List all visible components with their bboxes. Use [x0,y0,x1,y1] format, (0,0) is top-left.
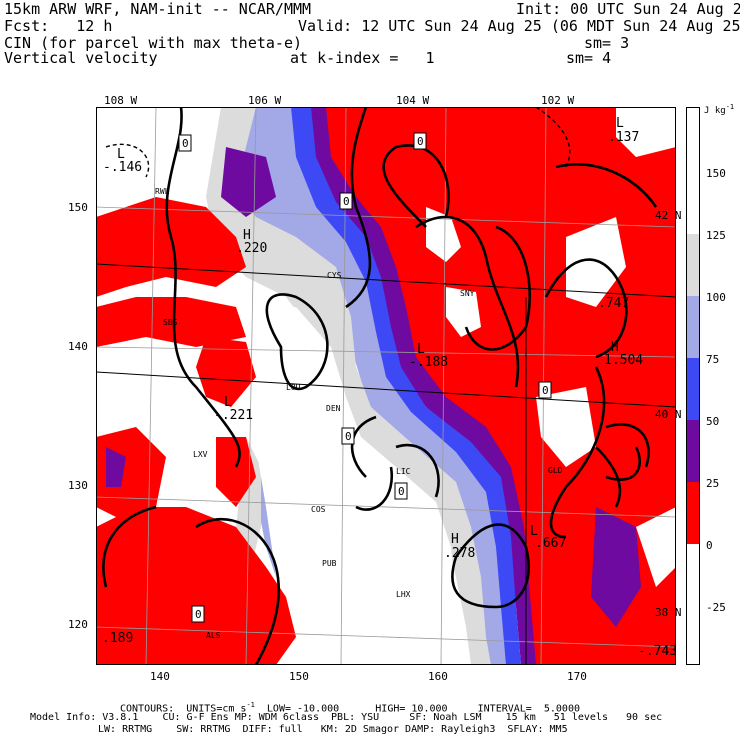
extremum-value: .220 [236,241,268,256]
cin-band-white [426,207,461,262]
cin-band-purple [591,507,641,627]
colorbar-tick: 25 [706,477,720,490]
colorbar-tick: 75 [706,353,720,366]
lon-label: 106 W [248,94,282,107]
colorbar-tick: 50 [706,415,720,428]
lat-label: 40 N [655,408,682,421]
station-label: LOU [286,383,301,392]
extremum-value: 1.504 [604,353,644,368]
valid-time: Valid: 12 UTC Sun 24 Aug 25 (06 MDT Sun … [298,17,740,35]
station-label: ALS [206,631,221,640]
cin-band-purple [221,147,276,217]
extremum-value: .747 [598,296,630,311]
extremum-value: -.146 [103,160,143,175]
cin-band-red [96,197,246,297]
y-tick-label: 130 [68,479,88,492]
forecast-hour: Fcst: 12 h [4,17,113,35]
extremum-type: H [243,228,251,243]
model-info-line1: Model Info: V3.8.1 CU: G-F Ens MP: WDM 6… [30,712,663,723]
x-tick-label: 160 [428,670,448,683]
extremum-type: L [530,524,538,539]
cin-colorbar [686,107,700,665]
station-label: LIC [396,467,411,476]
title-model: 15km ARW WRF, NAM-init -- NCAR/MMM [4,0,312,18]
lon-label: 108 W [104,94,138,107]
contour-zero-markers [178,132,552,623]
colorbar-tick: 150 [706,167,726,180]
vv-smoothing: sm= 4 [566,49,612,67]
y-tick-label: 150 [68,201,88,214]
station-label: SNY [460,289,475,298]
lon-label: 102 W [541,94,575,107]
station-label: DEN [326,404,341,413]
k-index-label: at k-index = 1 [290,49,435,67]
y-tick-label: 120 [68,618,88,631]
cin-band-purple [296,107,536,665]
extremum-type: L [117,147,125,162]
station-label: GLD [548,466,563,475]
extremum-type: H [451,532,459,547]
init-time: Init: 00 UTC Sun 24 Aug 25 [516,0,740,18]
extremum-value: .137 [608,130,640,145]
cin-band-red [96,427,166,517]
cin-band-white [616,107,676,157]
contour-zero-label: 0 [398,485,405,498]
contour-zero-label: 0 [542,384,549,397]
extremum-value: .667 [535,536,567,551]
state-borders [96,263,676,665]
lat-label: 38 N [655,606,682,619]
cin-band-white [636,507,676,587]
cin-band-red [96,507,296,665]
field-cin-title: CIN (for parcel with max theta-e) [4,34,303,52]
station-label: LXV [193,450,208,459]
extremum-type: H [611,340,619,355]
forecast-map [96,107,676,665]
y-tick-label: 140 [68,340,88,353]
contour-zero-label: 0 [343,195,350,208]
cin-band-red [196,337,256,407]
extremum-value: -.221 [214,408,254,423]
colorbar-tick: 0 [706,539,713,552]
contour-zero-label: 0 [417,135,424,148]
extremum-type: L [616,116,624,131]
vv-contours [102,107,658,665]
x-tick-label: 170 [567,670,587,683]
x-tick-label: 140 [150,670,170,683]
contour-zero-label: 0 [195,608,202,621]
cin-band-purple [106,447,126,487]
colorbar-tick: 125 [706,229,726,242]
station-label: CYS [327,271,342,280]
extremum-value: .189 [102,631,134,646]
station-label: LHX [396,590,411,599]
model-info-line2: LW: RRTMG SW: RRTMG DIFF: full KM: 2D Sm… [98,724,568,735]
cin-band-lightgray [206,107,491,665]
extremum-type: L [417,342,425,357]
contour-zero-label: 0 [345,430,352,443]
cin-band-red [96,297,246,347]
lat-label: 42 N [655,209,682,222]
cin-band-white [536,387,596,467]
colorbar-tick: 100 [706,291,726,304]
extremum-type: L [224,395,232,410]
cin-smoothing: sm= 3 [584,34,630,52]
vv-neg-contours [105,107,571,178]
colorbar-tick: -25 [706,601,726,614]
contours-info: CONTOURS: UNITS=cm s-1 LOW= -10.000 HIGH… [120,701,580,715]
extremum-value: -.188 [409,355,449,370]
field-vv-title: Vertical velocity [4,49,158,67]
cin-band-red [216,437,256,507]
cin-band-white [226,307,461,665]
x-tick-label: 150 [289,670,309,683]
station-label: COS [311,505,326,514]
cin-band-white [446,287,481,337]
extremum-value: -.743 [638,644,678,659]
colorbar-units: J kg-1 [704,103,735,116]
station-label: RWL [155,187,170,196]
contour-zero-label: 0 [182,137,189,150]
cin-band-white [566,217,626,307]
extremum-value: .278 [444,546,476,561]
lon-label: 104 W [396,94,430,107]
station-label: SBS [163,318,178,327]
station-label: PUB [322,559,337,568]
